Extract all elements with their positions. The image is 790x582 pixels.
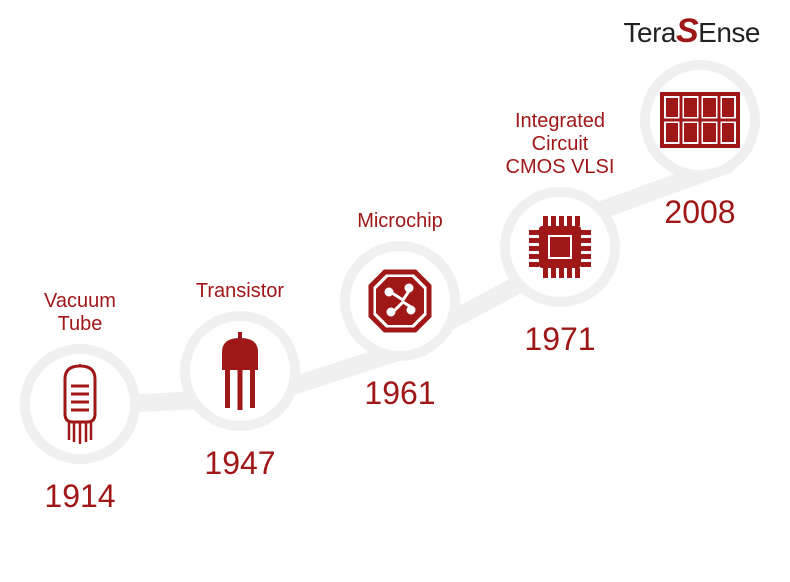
node-circle — [180, 311, 300, 431]
vacuum-tube-icon — [55, 364, 105, 444]
node-label: Integrated Circuit CMOS VLSI — [506, 110, 615, 179]
transistor-icon — [212, 332, 268, 410]
node-microchip: Microchip 1961 — [340, 210, 460, 412]
node-year: 1914 — [44, 478, 115, 515]
brand-accent: S — [676, 12, 698, 50]
node-vacuum-tube: Vacuum Tube 1914 — [20, 290, 140, 515]
node-label: Vacuum Tube — [44, 290, 116, 336]
brand-part1: Tera — [624, 17, 676, 48]
brand-logo: TeraSEnse — [624, 12, 760, 51]
node-year: 2008 — [664, 194, 735, 231]
node-circle — [500, 187, 620, 307]
node-transistor: Transistor 1947 — [180, 280, 300, 482]
node-circle — [640, 60, 760, 180]
microchip-icon — [365, 266, 435, 336]
node-year: 1961 — [364, 375, 435, 412]
brand-part2: Ense — [698, 17, 760, 48]
node-label: Microchip — [357, 210, 443, 233]
solar-panel-icon — [660, 92, 740, 148]
node-circle — [340, 241, 460, 361]
node-circle — [20, 344, 140, 464]
cpu-icon — [521, 208, 599, 286]
node-terasense: 2008 — [640, 60, 760, 231]
node-year: 1947 — [204, 445, 275, 482]
node-year: 1971 — [524, 321, 595, 358]
node-cmos: Integrated Circuit CMOS VLSI 1971 — [500, 110, 620, 358]
node-label: Transistor — [196, 280, 284, 303]
